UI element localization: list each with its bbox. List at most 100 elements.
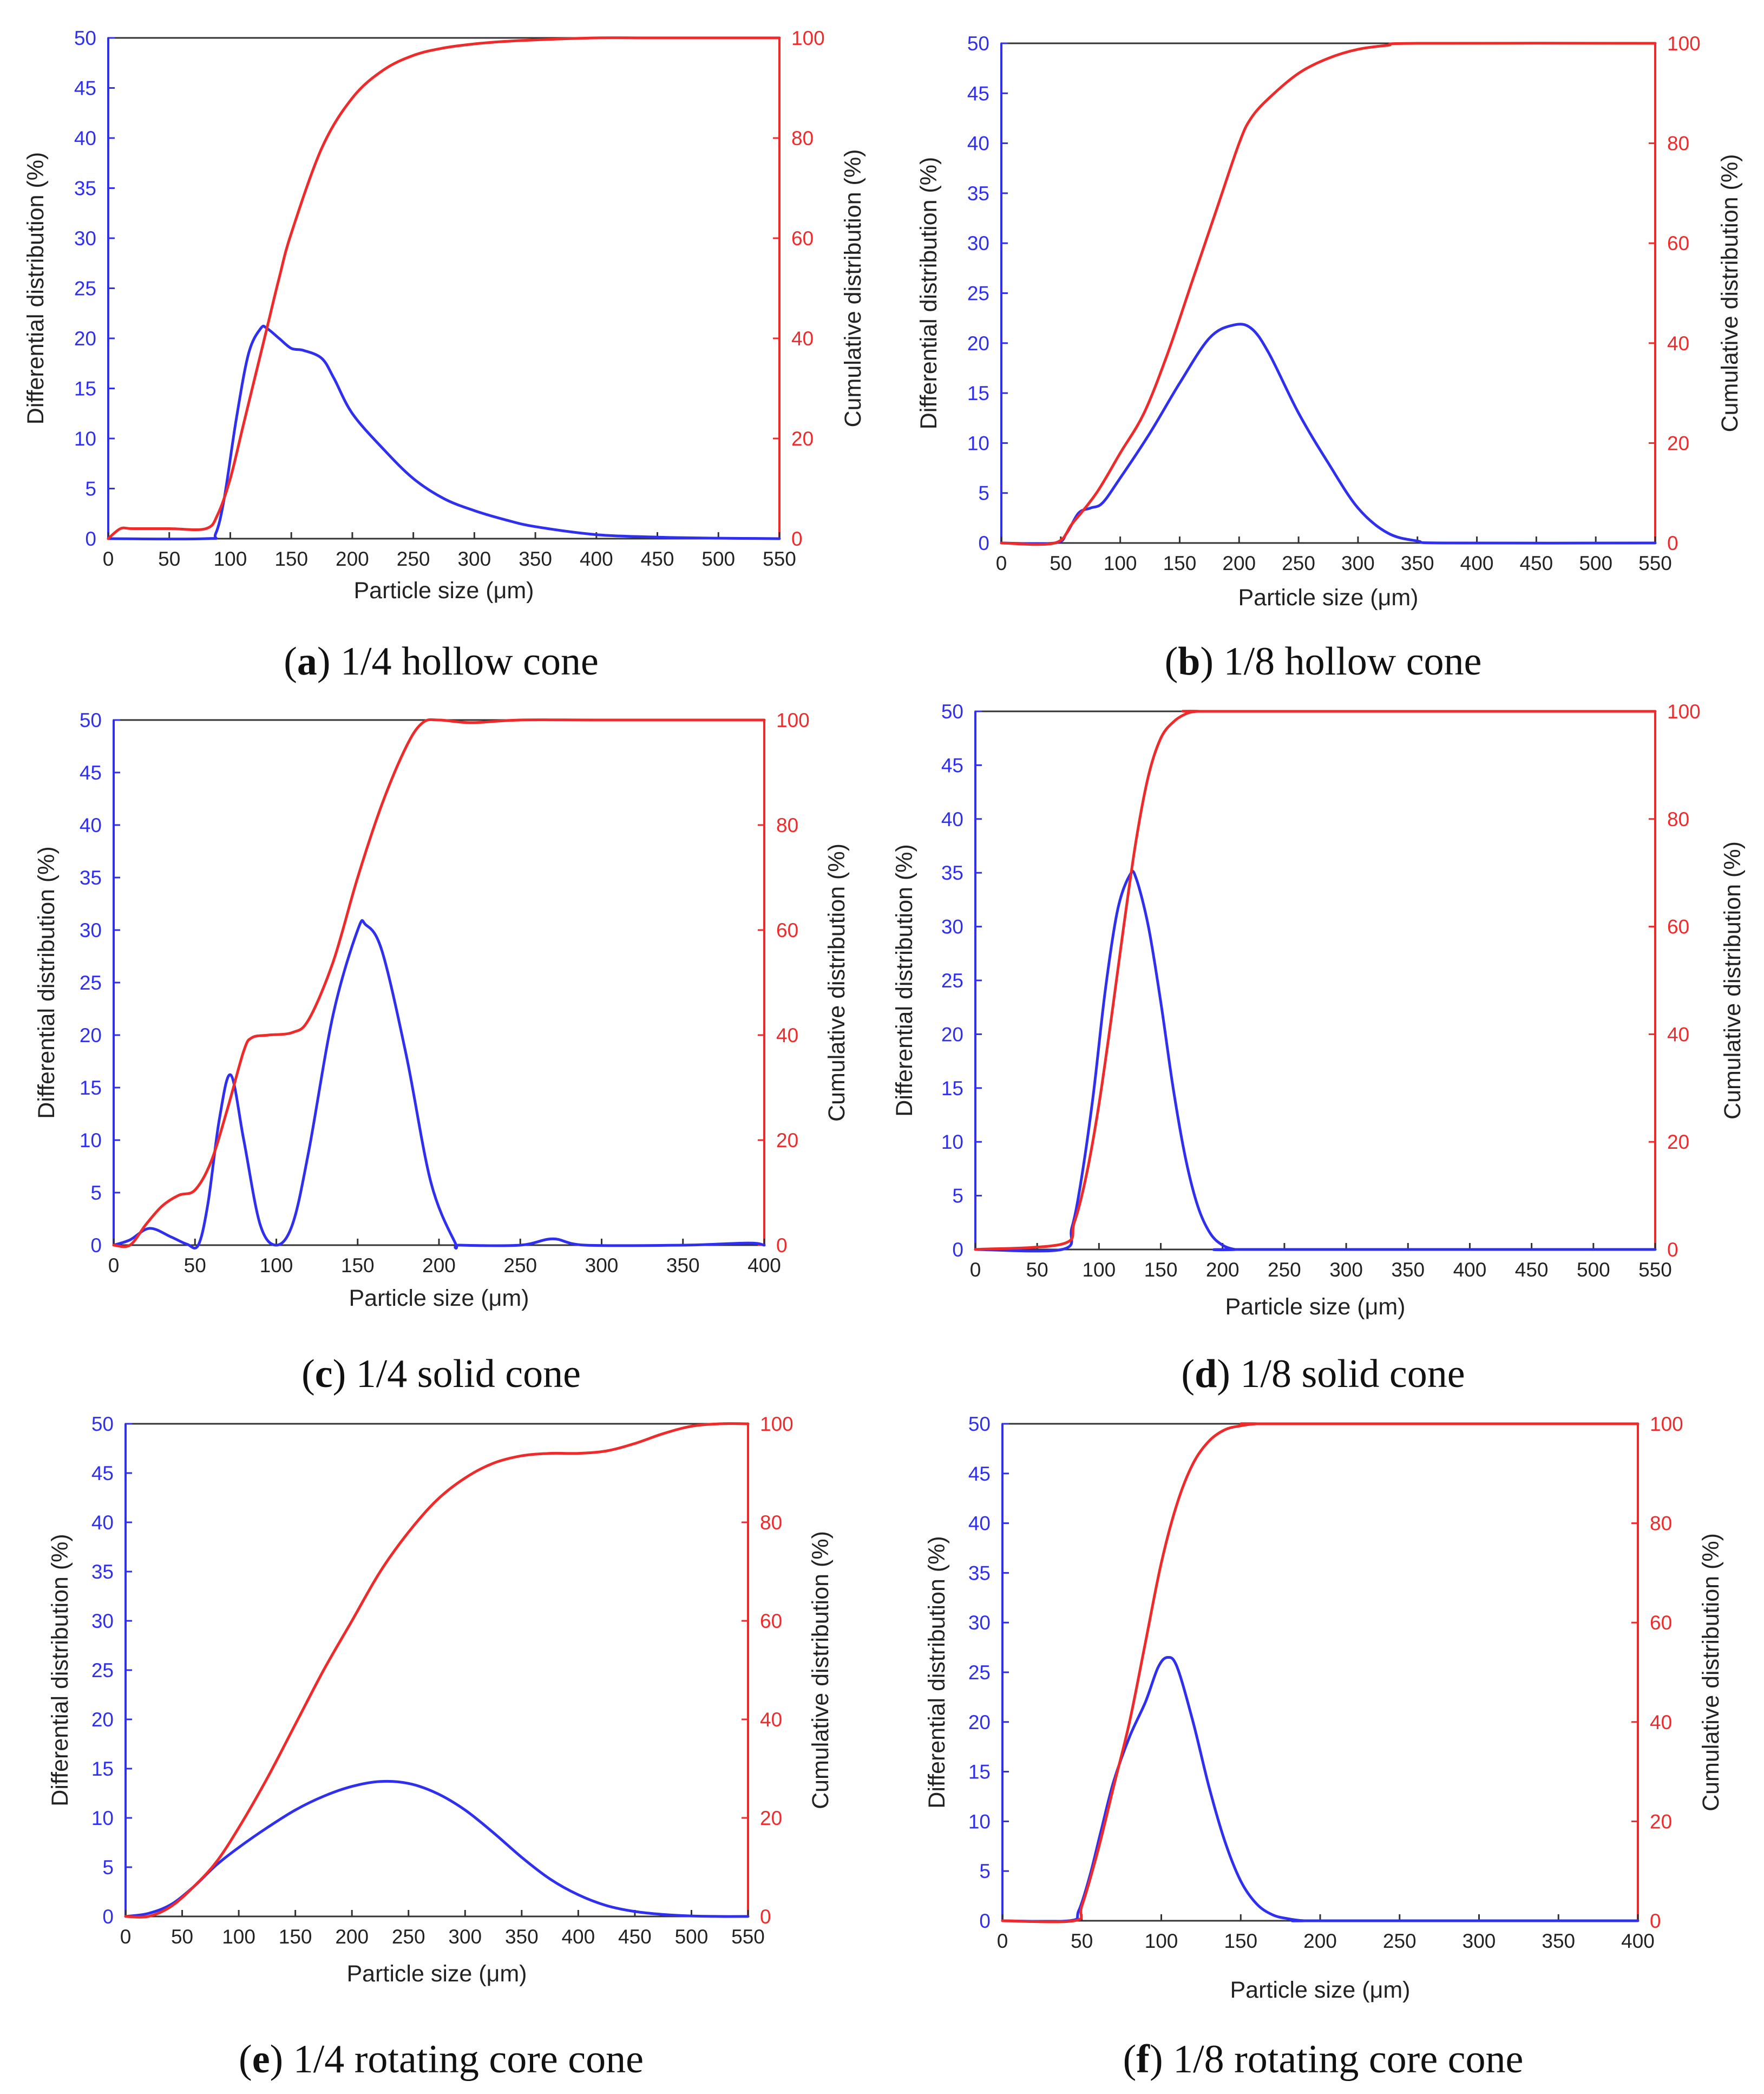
x-tick-label: 0 [108, 1254, 120, 1277]
x-tick-label: 250 [1383, 1930, 1417, 1952]
left-y-tick-label: 30 [967, 232, 989, 254]
left-y-tick-label: 35 [74, 178, 96, 200]
right-y-tick-label: 0 [776, 1234, 788, 1257]
x-tick-label: 350 [1542, 1930, 1575, 1952]
left-y-tick-label: 25 [91, 1659, 114, 1681]
x-tick-label: 250 [503, 1254, 537, 1277]
x-tick-label: 250 [1282, 552, 1315, 574]
caption-d-text: 1/8 solid cone [1230, 1352, 1465, 1396]
x-axis-title: Particle size (μm) [347, 1961, 527, 1987]
cumulative-distribution-line [1001, 1422, 1640, 1923]
left-y-tick-label: 35 [967, 182, 989, 205]
left-y-tick-label: 40 [967, 133, 989, 155]
right-y-tick-label: 0 [760, 1906, 771, 1928]
x-tick-label: 100 [1082, 1259, 1116, 1281]
differential-distribution-line [1001, 1655, 1640, 1923]
right-y-tick-label: 40 [776, 1024, 798, 1046]
plot-frame [113, 719, 765, 1246]
caption-c: (c) 1/4 solid cone [301, 1352, 581, 1396]
left-y-tick-label: 40 [941, 808, 963, 830]
x-tick-label: 400 [1621, 1930, 1655, 1952]
left-y-tick-label: 30 [968, 1612, 991, 1634]
x-tick-label: 200 [1222, 552, 1256, 574]
right-y-tick-label: 60 [760, 1610, 782, 1632]
x-tick-label: 300 [448, 1926, 482, 1948]
x-tick-label: 300 [1341, 552, 1375, 574]
right-y-tick-label: 60 [1667, 916, 1689, 938]
left-y-tick-label: 0 [102, 1906, 114, 1928]
right-y-tick-label: 40 [760, 1709, 782, 1731]
left-y-tick-label: 5 [979, 1860, 991, 1882]
x-tick-label: 100 [1104, 552, 1137, 574]
left-y-tick-label: 45 [968, 1463, 991, 1485]
x-tick-label: 150 [1144, 1259, 1178, 1281]
chart-e: 0 50 100 150 200 250 300 350 400 450 500 5500510152… [47, 1413, 834, 1987]
left-axis-title: Differential distribution (%) [34, 846, 60, 1118]
left-y-tick-label: 30 [941, 916, 963, 938]
left-y-tick-label: 50 [941, 701, 963, 723]
left-y-tick-label: 35 [91, 1561, 114, 1583]
x-tick-label: 550 [731, 1926, 765, 1948]
x-tick-label: 50 [171, 1926, 193, 1948]
left-y-tick-label: 25 [967, 283, 989, 305]
caption-b: (b) 1/8 hollow cone [1164, 639, 1482, 684]
caption-f-text: 1/8 rotating core cone [1163, 2037, 1524, 2082]
x-tick-label: 450 [1515, 1259, 1549, 1281]
right-y-tick-label: 100 [1667, 32, 1701, 55]
x-tick-label: 0 [970, 1259, 981, 1281]
left-y-tick-label: 45 [91, 1462, 114, 1484]
x-tick-label: 100 [260, 1254, 293, 1277]
left-y-tick-label: 20 [967, 332, 989, 355]
x-tick-label: 100 [1145, 1930, 1178, 1952]
x-tick-label: 500 [1579, 552, 1612, 574]
right-axis-title: Cumulative distribution (%) [808, 1531, 834, 1809]
right-y-tick-label: 20 [1667, 1131, 1689, 1153]
chart-c: 0 50 100 150 200 250 300 350 4000510152025303540… [34, 709, 850, 1311]
x-tick-label: 250 [392, 1926, 425, 1948]
x-tick-label: 200 [336, 548, 369, 570]
x-tick-label: 50 [1026, 1259, 1048, 1281]
left-y-tick-label: 20 [80, 1024, 102, 1046]
left-y-tick-label: 45 [941, 754, 963, 776]
caption-e-text: 1/4 rotating core cone [283, 2037, 644, 2082]
differential-distribution-line [112, 919, 766, 1250]
left-y-tick-label: 35 [80, 867, 102, 889]
left-y-tick-label: 5 [952, 1185, 963, 1207]
left-y-tick-label: 15 [941, 1077, 963, 1100]
left-y-tick-label: 45 [967, 82, 989, 104]
x-tick-label: 200 [1206, 1259, 1240, 1281]
chart-f: 0 50 100 150 200 250 300 350 4000510152025303540… [924, 1413, 1724, 2003]
x-tick-label: 550 [1638, 552, 1672, 574]
left-y-tick-label: 30 [91, 1610, 114, 1632]
right-y-tick-label: 20 [776, 1129, 798, 1151]
caption-f: (f) 1/8 rotating core cone [1123, 2037, 1524, 2082]
left-y-tick-label: 45 [80, 762, 102, 784]
left-y-tick-label: 50 [967, 32, 989, 55]
left-y-tick-label: 30 [74, 227, 96, 250]
right-y-tick-label: 80 [1650, 1513, 1672, 1535]
x-tick-label: 200 [422, 1254, 456, 1277]
right-axis-title: Cumulative distribution (%) [1717, 154, 1743, 433]
x-tick-label: 550 [1638, 1259, 1672, 1281]
x-tick-label: 550 [763, 548, 796, 570]
right-y-tick-label: 100 [776, 709, 810, 731]
left-y-tick-label: 50 [80, 709, 102, 731]
left-y-tick-label: 40 [74, 127, 96, 149]
x-tick-label: 400 [561, 1926, 595, 1948]
x-tick-label: 450 [641, 548, 674, 570]
caption-a: (a) 1/4 hollow cone [284, 639, 599, 684]
cumulative-distribution-line [974, 710, 1657, 1251]
x-tick-label: 300 [457, 548, 491, 570]
left-y-tick-label: 0 [979, 1910, 991, 1932]
x-tick-label: 400 [580, 548, 613, 570]
cumulative-distribution-line [1000, 42, 1657, 546]
x-tick-label: 0 [103, 548, 114, 570]
x-tick-label: 0 [120, 1926, 132, 1948]
caption-a-letter: a [297, 639, 317, 684]
x-tick-label: 0 [997, 1930, 1008, 1952]
x-tick-label: 100 [222, 1926, 255, 1948]
cumulative-distribution-line [107, 36, 781, 540]
right-y-tick-label: 80 [776, 814, 798, 836]
x-axis-title: Particle size (μm) [1225, 1294, 1406, 1320]
x-tick-label: 500 [701, 548, 735, 570]
